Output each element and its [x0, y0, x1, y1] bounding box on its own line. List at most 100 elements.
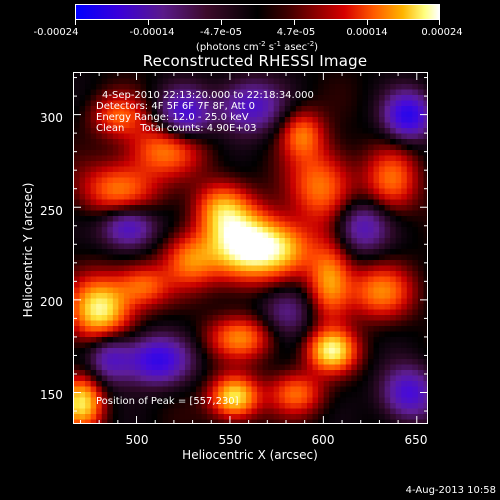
heatmap-cell [79, 84, 86, 91]
heatmap-cell [301, 370, 308, 377]
heatmap-cell [162, 84, 169, 91]
heatmap-cell [351, 293, 358, 300]
heatmap-cell [129, 243, 136, 250]
heatmap-cell [268, 166, 275, 173]
heatmap-cell [245, 188, 253, 195]
heatmap-cell [151, 293, 158, 300]
heatmap-cell [157, 419, 164, 423]
heatmap-cell [279, 183, 286, 190]
heatmap-cell [135, 304, 142, 311]
heatmap-cell [390, 221, 397, 228]
heatmap-cell [196, 161, 203, 168]
heatmap-cell [306, 161, 314, 168]
heatmap-cell [90, 348, 97, 355]
heatmap-cell [367, 271, 375, 278]
heatmap-cell [312, 177, 319, 184]
heatmap-cell [406, 414, 413, 421]
heatmap-cell [279, 419, 286, 423]
heatmap-cell [112, 161, 119, 168]
heatmap-cell [140, 359, 147, 366]
heatmap-cell [373, 419, 380, 423]
heatmap-cell [79, 100, 86, 107]
heatmap-cell [196, 254, 203, 261]
heatmap-cell [262, 199, 269, 206]
heatmap-cell [112, 133, 119, 140]
heatmap-cell [107, 265, 114, 272]
heatmap-cell [395, 315, 402, 322]
heatmap-cell [373, 205, 380, 212]
heatmap-cell [384, 150, 391, 157]
heatmap-cell [340, 128, 347, 135]
heatmap-cell [323, 265, 330, 272]
heatmap-cell [367, 276, 375, 283]
heatmap-cell [129, 183, 136, 190]
heatmap-cell [229, 276, 236, 283]
heatmap-cell [140, 304, 147, 311]
heatmap-cell [90, 100, 97, 107]
heatmap-cell [279, 315, 286, 322]
heatmap-cell [123, 205, 131, 212]
heatmap-cell [373, 166, 380, 173]
heatmap-cell [162, 133, 169, 140]
heatmap-cell [196, 353, 203, 360]
heatmap-cell [101, 353, 108, 360]
heatmap-cell [362, 419, 369, 423]
heatmap-cell [140, 188, 147, 195]
heatmap-cell [323, 364, 330, 371]
heatmap-cell [162, 386, 169, 393]
heatmap-cell [79, 326, 86, 333]
heatmap-cell [79, 408, 86, 415]
heatmap-cell [173, 348, 180, 355]
heatmap-cell [74, 144, 81, 151]
heatmap-cell [201, 359, 208, 366]
heatmap-cell [245, 128, 253, 135]
heatmap-cell [379, 392, 386, 399]
heatmap-cell [412, 326, 419, 333]
heatmap-cell [140, 397, 147, 404]
heatmap-cell [290, 364, 297, 371]
heatmap-cell [367, 309, 375, 316]
heatmap-cell [240, 386, 247, 393]
heatmap-cell [190, 89, 197, 96]
heatmap-cell [334, 144, 341, 151]
heatmap-cell [140, 128, 147, 135]
heatmap-cell [279, 122, 286, 129]
heatmap-cell [240, 397, 247, 404]
heatmap-cell [234, 348, 242, 355]
heatmap-cell [245, 331, 253, 338]
heatmap-cell [234, 254, 242, 261]
heatmap-cell [207, 304, 214, 311]
heatmap-cell [151, 161, 158, 168]
heatmap-cell [107, 397, 114, 404]
heatmap-cell [229, 419, 236, 423]
heatmap-cell [367, 320, 375, 327]
heatmap-cell [273, 370, 280, 377]
heatmap-cell [201, 216, 208, 223]
heatmap-cell [301, 117, 308, 124]
heatmap-cell [401, 348, 408, 355]
heatmap-cell [135, 254, 142, 261]
heatmap-cell [207, 221, 214, 228]
heatmap-cell [96, 172, 103, 179]
heatmap-cell [423, 353, 427, 360]
heatmap-cell [306, 337, 314, 344]
heatmap-cell [173, 243, 180, 250]
heatmap-cell [190, 271, 197, 278]
heatmap-cell [212, 260, 219, 267]
heatmap-cell [201, 370, 208, 377]
heatmap-cell [406, 254, 413, 261]
heatmap-cell [234, 359, 242, 366]
heatmap-cell [168, 298, 175, 305]
heatmap-cell [390, 309, 397, 316]
heatmap-cell [151, 331, 158, 338]
heatmap-cell [184, 265, 192, 272]
heatmap-cell [262, 381, 269, 388]
heatmap-cell [345, 282, 352, 289]
heatmap-cell [240, 287, 247, 294]
heatmap-cell [240, 320, 247, 327]
heatmap-cell [379, 375, 386, 382]
heatmap-cell [262, 304, 269, 311]
heatmap-cell [229, 188, 236, 195]
heatmap-cell [401, 205, 408, 212]
heatmap-cell [312, 78, 319, 85]
